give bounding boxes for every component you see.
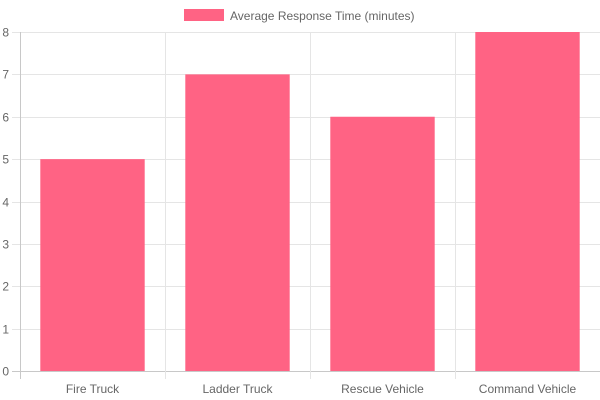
y-tick-label: 5	[2, 153, 9, 167]
x-tick-label: Rescue Vehicle	[341, 382, 424, 396]
legend-label: Average Response Time (minutes)	[230, 9, 415, 23]
y-axis-ticks: 0 1 2 3 4 5 6 7 8	[2, 26, 9, 379]
y-tick-label: 4	[2, 196, 9, 210]
y-tick-label: 7	[2, 68, 9, 82]
y-tick-label: 6	[2, 111, 9, 125]
x-tick-label: Fire Truck	[66, 382, 120, 396]
y-tick-label: 2	[2, 280, 9, 294]
x-tick-label: Ladder Truck	[202, 382, 273, 396]
bar	[185, 74, 290, 371]
x-axis-ticks: Fire Truck Ladder Truck Rescue Vehicle Comm…	[66, 382, 577, 396]
bars	[40, 32, 580, 371]
y-tick-label: 0	[2, 365, 9, 379]
legend-swatch	[184, 9, 224, 21]
bar	[330, 116, 435, 371]
y-tick-label: 8	[2, 26, 9, 40]
x-tick-label: Command Vehicle	[479, 382, 577, 396]
bar	[475, 32, 580, 371]
y-tick-label: 1	[2, 323, 9, 337]
legend[interactable]: Average Response Time (minutes)	[184, 9, 415, 23]
bar	[40, 159, 145, 371]
y-tick-label: 3	[2, 238, 9, 252]
